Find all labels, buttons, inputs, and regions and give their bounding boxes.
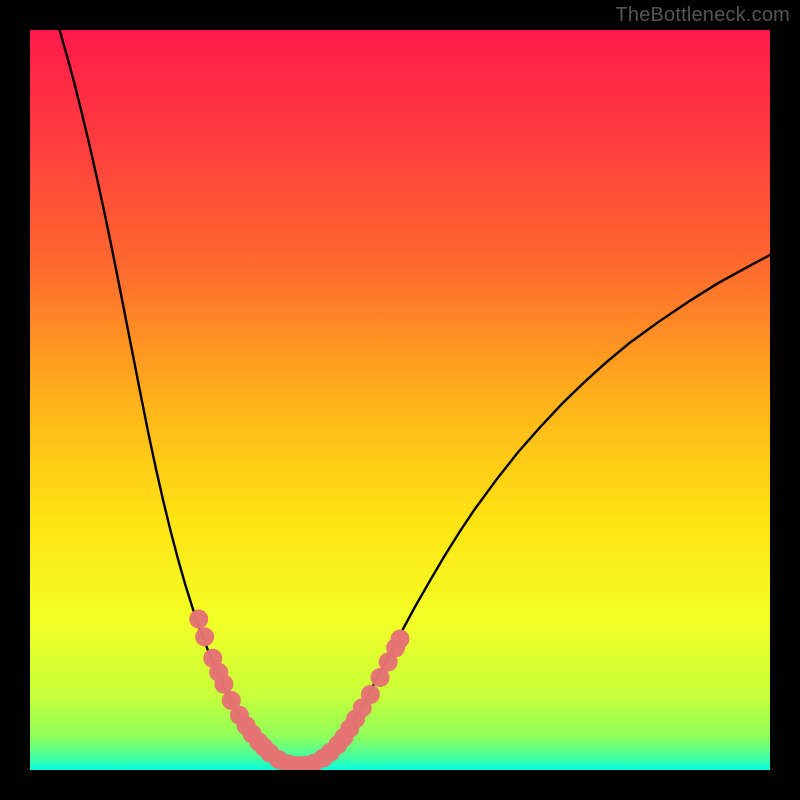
- data-marker: [391, 630, 410, 649]
- data-marker: [195, 627, 214, 646]
- data-marker: [214, 675, 233, 694]
- chart-frame: TheBottleneck.com: [0, 0, 800, 800]
- watermark-label: TheBottleneck.com: [615, 4, 790, 27]
- data-marker: [361, 685, 380, 704]
- data-marker: [189, 610, 208, 629]
- chart-svg: [0, 0, 800, 800]
